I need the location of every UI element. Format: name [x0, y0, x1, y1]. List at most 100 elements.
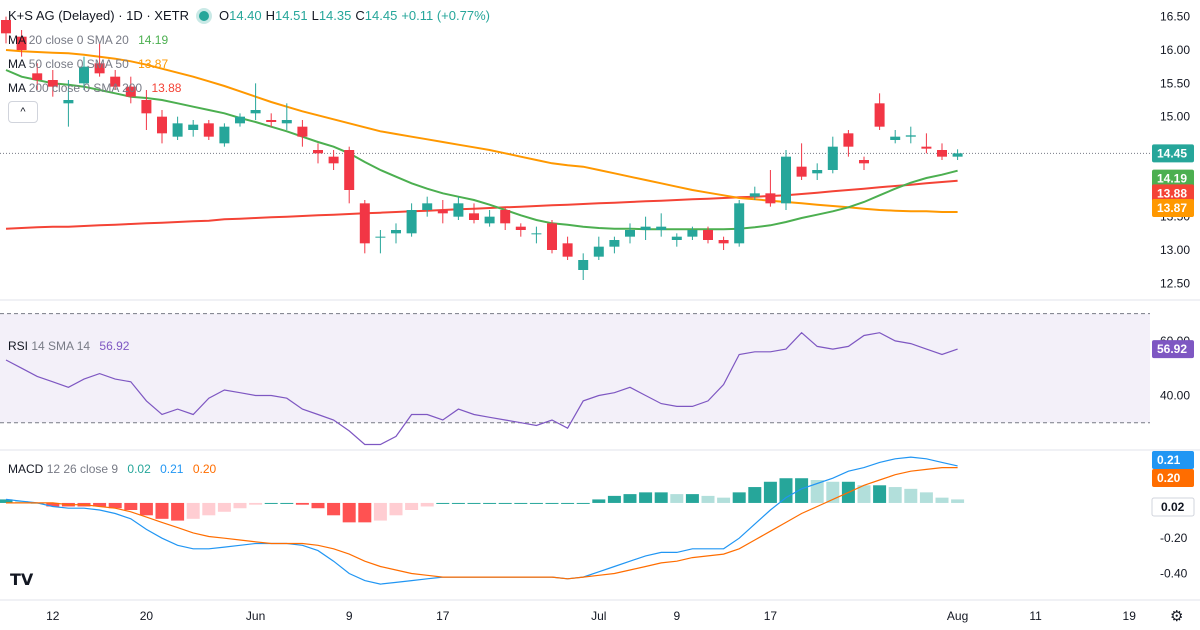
macd-histogram-bar: [93, 502, 107, 507]
macd-histogram-bar: [373, 502, 387, 521]
ma20-price-tag-bg: [1152, 169, 1194, 188]
high-label: H: [265, 8, 276, 23]
candle-body: [687, 230, 698, 237]
candle-body: [671, 236, 682, 240]
macd-histogram-bar: [810, 480, 824, 503]
ma50-price-tag-bg: [1152, 199, 1194, 217]
price-tick-label: 16.50: [1160, 10, 1190, 24]
macd-histogram-bar: [483, 502, 497, 504]
macd-histogram-bar: [763, 481, 777, 503]
rsi-value-tag-bg: [1152, 340, 1194, 359]
ma20-price-tag: 14.19: [1157, 172, 1187, 186]
low-label: L: [311, 8, 319, 23]
macd-histogram-bar: [779, 478, 793, 503]
macd-hist-value: 0.02: [127, 462, 151, 476]
legend-macd[interactable]: MACD 12 26 close 9 0.02 0.21 0.20: [8, 462, 216, 476]
rsi-line: [5, 331, 958, 446]
legend-ma50[interactable]: MA 50 close 0 SMA 50 13.87: [8, 57, 168, 71]
market-status-dot: [198, 11, 209, 21]
legend-ma20[interactable]: MA 20 close 0 SMA 20 14.19: [8, 33, 168, 47]
macd-line-value: 0.21: [160, 462, 184, 476]
tradingview-logo: TV: [10, 570, 34, 589]
candle-body: [500, 210, 511, 224]
ma200-line: [5, 179, 958, 230]
macd-histogram-bar: [717, 497, 731, 503]
open-label: O: [218, 8, 230, 23]
macd-histogram-bar: [249, 502, 263, 505]
macd-histogram-bar: [139, 502, 153, 516]
candle-body: [547, 223, 557, 250]
candle-body: [531, 233, 542, 235]
macd-histogram-bar: [951, 499, 965, 503]
macd-histogram-bar: [124, 502, 138, 510]
macd-histogram-bar: [498, 502, 512, 504]
rsi-tick-label: 40.00: [1160, 388, 1190, 402]
ma50-name: MA: [8, 57, 26, 71]
macd-histogram-bar: [186, 502, 200, 519]
gear-icon[interactable]: ⚙: [1170, 607, 1184, 625]
macd-histogram-bar: [623, 494, 637, 503]
time-tick-label: 12: [46, 609, 60, 623]
candle-body: [609, 240, 620, 247]
macd-histogram-bar: [592, 499, 606, 503]
legend-rsi[interactable]: RSI 14 SMA 14 56.92: [8, 339, 129, 353]
macd-histogram-bar: [467, 502, 481, 504]
time-tick-label: 17: [764, 609, 778, 623]
candle-body: [874, 103, 885, 127]
macd-histogram-bar: [171, 502, 185, 521]
collapse-legend-button[interactable]: ^: [8, 101, 38, 123]
macd-signal-value: 0.20: [192, 462, 217, 476]
macd-histogram-bar: [857, 485, 871, 503]
price-last-tag-bg: [1152, 144, 1194, 163]
time-tick-label: 11: [1029, 609, 1042, 623]
macd-histogram-bar: [904, 488, 918, 503]
candle-body: [859, 160, 869, 164]
candle-body: [718, 240, 729, 244]
candle-body: [921, 146, 932, 149]
candle-body: [703, 230, 713, 240]
low-value: 14.35: [318, 8, 352, 23]
high-value: 14.51: [275, 8, 308, 23]
macd-histogram-bar: [514, 502, 528, 504]
macd-params: 12 26 close 9: [46, 462, 119, 476]
candle-body: [952, 153, 963, 157]
macd-line-tag-bg: [1152, 451, 1194, 469]
rsi-value: 56.92: [99, 339, 130, 353]
candle-body: [843, 133, 854, 147]
macd-histogram-bar: [685, 494, 699, 503]
macd-histogram-bar: [436, 502, 450, 504]
macd-histogram-bar: [701, 495, 715, 503]
candle-body: [593, 246, 604, 257]
candle-body: [188, 124, 199, 130]
candle-body: [328, 156, 339, 164]
candle-body: [437, 210, 448, 214]
ma200-params: 200 close 0 SMA 200: [28, 81, 143, 95]
candle-body: [235, 116, 245, 124]
candle-body: [266, 120, 277, 122]
candle-body: [1, 20, 11, 34]
macd-histogram-bar: [451, 502, 465, 504]
candle-body: [406, 210, 417, 234]
candle-body: [453, 203, 464, 217]
candle-body: [203, 123, 214, 137]
open-value: 14.40: [229, 8, 262, 23]
macd-histogram-bar: [545, 502, 559, 504]
time-tick-label: 9: [346, 609, 353, 623]
candle-body: [562, 243, 573, 257]
candle-body: [656, 226, 667, 230]
candle-body: [344, 150, 355, 190]
ma200-name: MA: [8, 81, 26, 95]
macd-histogram-bar: [155, 502, 169, 519]
candle-body: [125, 86, 136, 97]
candle-body: [515, 226, 526, 230]
macd-histogram-bar: [420, 502, 434, 507]
ma50-value: 13.87: [138, 57, 169, 71]
macd-histogram-bar: [607, 495, 621, 503]
price-last-tag: 14.45: [1157, 146, 1187, 160]
legend-ma200[interactable]: MA 200 close 0 SMA 200 13.88: [8, 81, 181, 95]
macd-histogram-bar: [561, 502, 575, 504]
time-tick-label: Jun: [246, 609, 265, 623]
candle-body: [749, 193, 760, 197]
symbol-title[interactable]: K+S AG (Delayed) · 1D · XETR: [8, 8, 189, 23]
